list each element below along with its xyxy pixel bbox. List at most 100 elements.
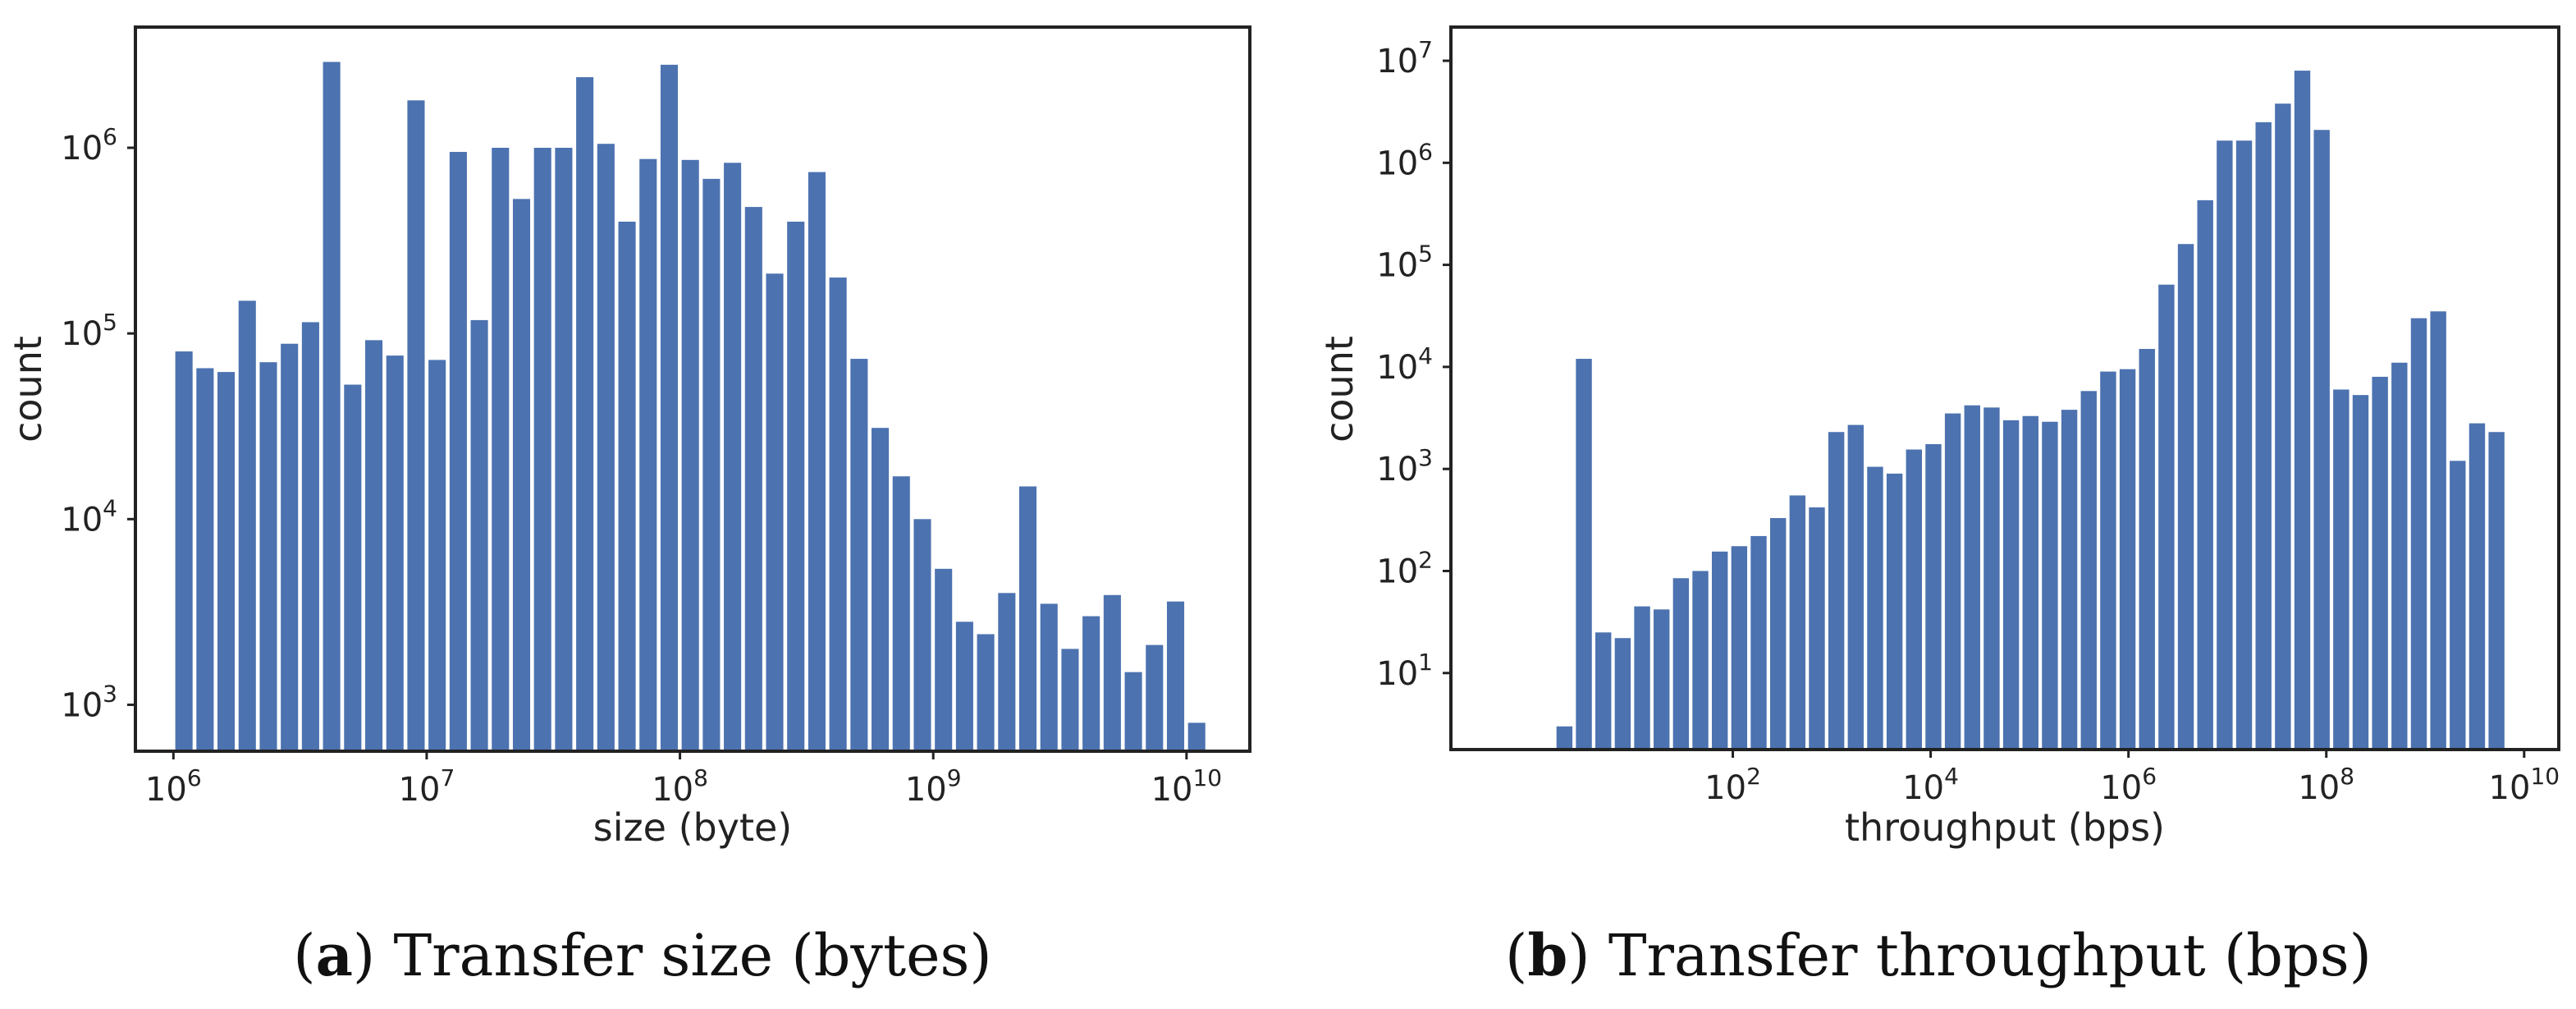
bar: [787, 221, 805, 751]
y-tick-label: 105: [1376, 241, 1433, 285]
bar: [1944, 413, 1961, 750]
bar: [1187, 722, 1206, 751]
bar: [681, 159, 699, 752]
bar: [2352, 395, 2369, 750]
bar: [2391, 362, 2408, 750]
chart-panel-size: 106 107 108 109 1010 103 104 105 106 size (byte…: [6, 25, 1251, 850]
bar: [1847, 424, 1865, 750]
bar: [660, 64, 679, 752]
bar: [998, 593, 1016, 751]
bar: [1040, 603, 1058, 751]
bar: [196, 368, 214, 751]
bar: [576, 77, 594, 751]
bar: [1867, 466, 1883, 750]
plot-frame-throughput: [1449, 25, 2560, 751]
bar: [1124, 672, 1142, 751]
bar: [1750, 535, 1767, 750]
x-axis-label-throughput: throughput (bps): [1845, 805, 2165, 850]
bar: [407, 100, 425, 751]
bar: [1576, 359, 1592, 750]
y-ticks-throughput: 101 102 103 104 105 106 107: [1376, 36, 1451, 693]
bar: [2235, 140, 2253, 750]
bar: [2410, 318, 2427, 750]
bar: [1809, 507, 1825, 750]
bar: [1672, 578, 1690, 750]
y-tick-label: 101: [1376, 649, 1433, 693]
bar: [2333, 389, 2350, 750]
bar: [449, 152, 467, 751]
bar: [386, 355, 404, 751]
bar: [512, 199, 531, 751]
bar: [2294, 71, 2311, 750]
y-tick-label: 106: [61, 123, 117, 167]
x-tick-label: 1010: [2489, 763, 2560, 807]
bar: [2119, 369, 2136, 750]
bar: [2158, 284, 2175, 750]
bar: [2080, 391, 2097, 750]
y-tick-label: 104: [1376, 342, 1433, 387]
bar: [892, 476, 910, 751]
bar: [829, 277, 847, 751]
bar: [724, 163, 742, 752]
bar: [1614, 638, 1631, 750]
caption-b-letter: b: [1527, 921, 1567, 989]
bar: [281, 343, 299, 751]
bar: [702, 178, 721, 751]
bar: [1964, 405, 1980, 750]
bar: [2042, 421, 2058, 750]
bar: [492, 148, 510, 751]
bar: [913, 519, 931, 751]
bar: [808, 172, 826, 752]
bar: [2372, 376, 2388, 750]
bar: [2217, 140, 2233, 750]
bar: [872, 428, 890, 751]
x-axis-label-size: size (byte): [593, 805, 792, 850]
bar: [1906, 449, 1922, 750]
bar: [323, 62, 341, 751]
bar: [259, 362, 277, 751]
bar: [1556, 726, 1573, 750]
caption-a-text: Transfer size (bytes): [393, 922, 991, 989]
bar: [555, 148, 573, 751]
bar: [1769, 518, 1787, 750]
bar: [344, 384, 362, 751]
x-tick-label: 109: [905, 764, 962, 809]
bar: [364, 340, 383, 751]
x-tick-label: 107: [399, 764, 455, 809]
bar: [1983, 407, 2000, 750]
bar: [2313, 130, 2330, 750]
y-tick-label: 103: [1376, 444, 1433, 488]
y-tick-label: 107: [1376, 36, 1433, 80]
bar: [1018, 486, 1037, 751]
bars-throughput: [1556, 71, 2505, 750]
x-tick-label: 104: [1902, 763, 1959, 807]
y-tick-label: 106: [1376, 138, 1433, 182]
bar: [1166, 601, 1185, 751]
bar: [1789, 495, 1806, 750]
bar: [1595, 632, 1612, 750]
bar: [2177, 244, 2194, 750]
bar: [2430, 311, 2446, 750]
y-tick-label: 103: [61, 680, 117, 724]
bar: [1731, 546, 1748, 750]
x-tick-label: 102: [1704, 763, 1761, 807]
bar: [1082, 616, 1100, 751]
plot-frame-size: [134, 25, 1251, 753]
y-axis-label-throughput: count: [1317, 336, 1361, 443]
y-tick-label: 102: [1376, 546, 1433, 590]
bar: [1634, 606, 1650, 750]
bar: [977, 634, 995, 751]
bar: [2022, 415, 2038, 750]
bar: [2468, 423, 2486, 750]
bar: [470, 319, 488, 751]
caption-b-text: Transfer throughput (bps): [1608, 922, 2372, 989]
x-tick-label: 106: [145, 764, 202, 809]
bar: [2002, 420, 2020, 750]
x-tick-label: 1010: [1151, 764, 1223, 809]
bar: [1653, 609, 1670, 750]
bar: [2255, 122, 2272, 750]
bar: [175, 351, 193, 751]
bar: [301, 322, 319, 752]
chart-panel-throughput: 102 104 106 108 1010 101 102 103 104 105 106 107 t…: [1317, 25, 2560, 850]
bar: [618, 221, 636, 751]
